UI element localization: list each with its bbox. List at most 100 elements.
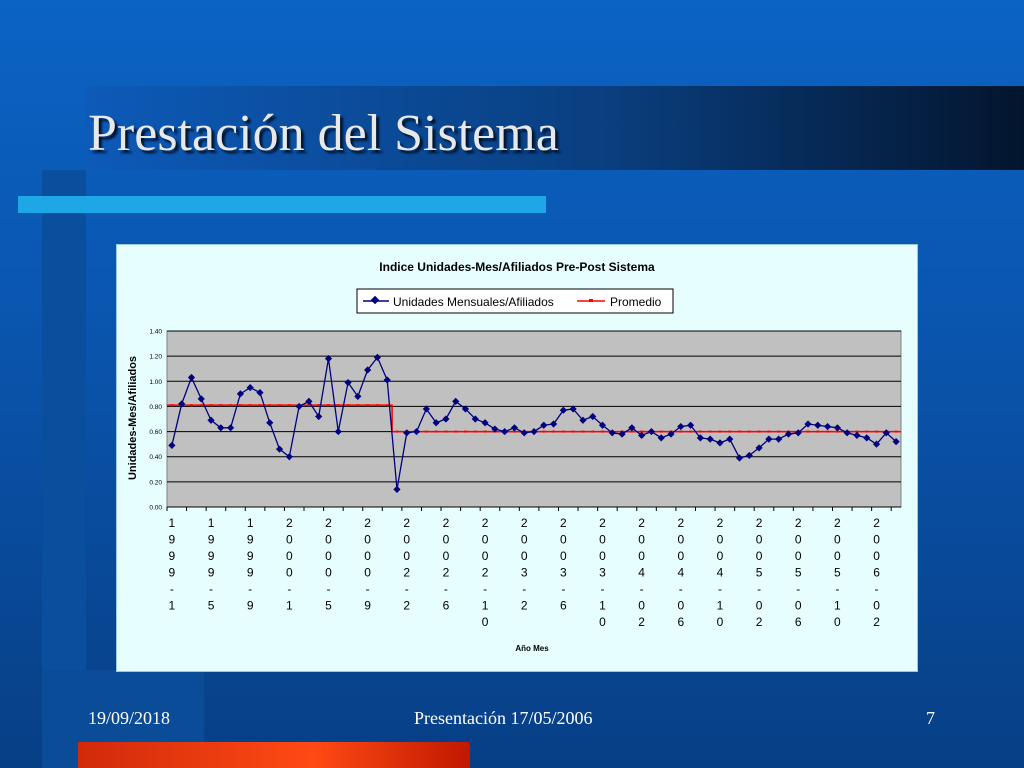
promedio-marker [855, 430, 859, 433]
promedio-marker [835, 430, 839, 433]
promedio-marker [571, 430, 575, 433]
x-tick-label: 2 0 0 4 -0 6 [677, 516, 684, 629]
slide-title: Prestación del Sistema [88, 105, 559, 162]
data-point-marker [745, 451, 753, 460]
chart-title: Indice Unidades-Mes/Afiliados Pre-Post S… [379, 260, 655, 274]
plot-area: 0.00 0.20 0.40 0.60 0.80 1.00 1.20 1.40 1 9 9 9 -1 1 9… [149, 329, 902, 629]
legend-avg-label: Promedio [610, 295, 662, 309]
promedio-marker [659, 430, 663, 433]
data-point-marker [520, 429, 528, 437]
y-tick-label: 1.00 [149, 379, 162, 386]
data-point-marker [677, 422, 685, 431]
legend-box [356, 288, 674, 314]
promedio-marker [199, 404, 203, 407]
footer-presentation-label: Presentación 17/05/2006 [414, 708, 593, 728]
promedio-marker [219, 404, 223, 407]
x-tick-label: 2 0 0 3 -6 [560, 516, 567, 613]
x-tick-label: 1 9 9 9 -9 [247, 516, 254, 613]
y-tick-label: 1.20 [149, 354, 162, 361]
promedio-marker [738, 430, 742, 433]
promedio-marker [640, 430, 644, 433]
data-point-marker [510, 424, 519, 432]
red-accent-bar [78, 742, 470, 768]
promedio-marker [483, 430, 487, 433]
y-tick-label: 0.40 [149, 454, 162, 461]
promedio-marker [170, 404, 174, 407]
data-point-marker [628, 424, 636, 432]
x-tick-label: 2 0 0 4 -1 0 [717, 516, 724, 629]
data-point-marker [549, 420, 558, 428]
x-tick-label: 2 0 0 3 -2 [521, 516, 528, 613]
data-point-marker [804, 420, 812, 428]
data-point-marker [589, 412, 597, 421]
promedio-marker [728, 430, 732, 433]
x-tick-label: 1 9 9 9 -1 [169, 516, 176, 613]
promedio-marker [698, 430, 702, 433]
promedio-marker [326, 404, 330, 407]
x-tick-label: 1 9 9 9 -5 [208, 516, 215, 613]
data-point-marker [217, 424, 225, 432]
x-tick-label: 2 0 0 0 -1 [286, 516, 293, 613]
promedio-marker [268, 404, 272, 407]
promedio-marker [894, 430, 898, 433]
promedio-marker [258, 404, 262, 407]
promedio-marker [346, 404, 350, 407]
x-tick-label: 2 0 0 2 -2 [403, 516, 410, 613]
promedio-marker [229, 404, 233, 407]
promedio-marker [434, 430, 438, 433]
data-point-marker [618, 430, 626, 438]
title-band [86, 86, 1024, 170]
promedio-marker [679, 430, 683, 433]
data-point-marker [735, 454, 744, 462]
promedio-marker [317, 404, 321, 407]
promedio-marker [366, 404, 370, 407]
data-point-marker [598, 421, 607, 429]
x-tick-label: 2 0 0 2 -6 [443, 516, 450, 613]
data-point-marker [187, 373, 196, 382]
promedio-marker [463, 430, 467, 433]
data-point-marker [432, 419, 440, 427]
data-point-marker [207, 416, 215, 424]
y-tick-label: 0.80 [149, 404, 162, 411]
promedio-marker [806, 430, 810, 433]
left-decorative-stripe [42, 170, 86, 768]
promedio-marker [385, 404, 389, 407]
data-point-marker [227, 424, 235, 432]
y-tick-label: 0.00 [149, 505, 162, 512]
promedio-marker [718, 430, 722, 433]
promedio-marker [424, 430, 428, 433]
data-point-marker [266, 419, 274, 427]
x-axis-label: Año Mes [515, 644, 549, 653]
promedio-marker [816, 430, 820, 433]
cyan-accent-bar [18, 196, 546, 213]
x-tick-label: 2 0 0 6 -0 2 [873, 516, 880, 629]
data-point-marker [344, 378, 352, 387]
x-tick-label: 2 0 0 3 -1 0 [599, 516, 606, 629]
y-tick-label: 0.20 [149, 479, 162, 486]
chart-legend: Unidades Mensuales/Afiliados Promedio [356, 288, 674, 314]
x-tick-label: 2 0 0 0 -5 [325, 516, 332, 613]
plot-background [166, 330, 902, 508]
promedio-marker [757, 430, 761, 433]
data-point-marker [481, 419, 489, 427]
data-point-marker [569, 405, 577, 413]
promedio-marker [601, 430, 605, 433]
data-point-marker [471, 415, 479, 423]
promedio-marker [777, 430, 781, 433]
promedio-marker [248, 404, 252, 407]
data-point-marker [295, 402, 303, 411]
promedio-marker [747, 430, 751, 433]
chart-container: Indice Unidades-Mes/Afiliados Pre-Post S… [116, 244, 918, 672]
x-tick-label: 2 0 0 5 -0 6 [795, 516, 802, 629]
legend-main-label: Unidades Mensuales/Afiliados [393, 295, 554, 309]
promedio-marker [444, 430, 448, 433]
promedio-marker [287, 404, 291, 407]
promedio-marker [336, 404, 340, 407]
promedio-marker [865, 430, 869, 433]
page-number: 7 [926, 708, 935, 728]
y-tick-label: 0.60 [149, 429, 162, 436]
data-point-marker [686, 421, 695, 429]
promedio-marker [454, 430, 458, 433]
promedio-marker [356, 404, 360, 407]
footer-date: 19/09/2018 [88, 708, 171, 728]
